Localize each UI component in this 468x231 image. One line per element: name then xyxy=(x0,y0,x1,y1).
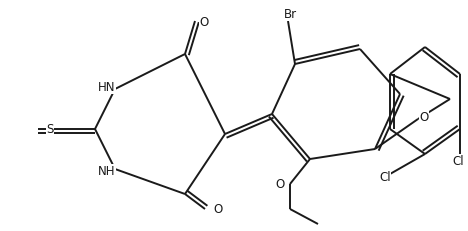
Text: O: O xyxy=(213,203,223,216)
Text: S: S xyxy=(46,123,54,136)
Text: Cl: Cl xyxy=(379,171,391,184)
Text: NH: NH xyxy=(98,165,116,178)
Text: O: O xyxy=(199,15,209,28)
Text: O: O xyxy=(275,178,285,191)
Text: Cl: Cl xyxy=(452,155,464,168)
Text: O: O xyxy=(419,111,429,124)
Text: HN: HN xyxy=(98,81,116,94)
Text: Br: Br xyxy=(284,9,297,21)
